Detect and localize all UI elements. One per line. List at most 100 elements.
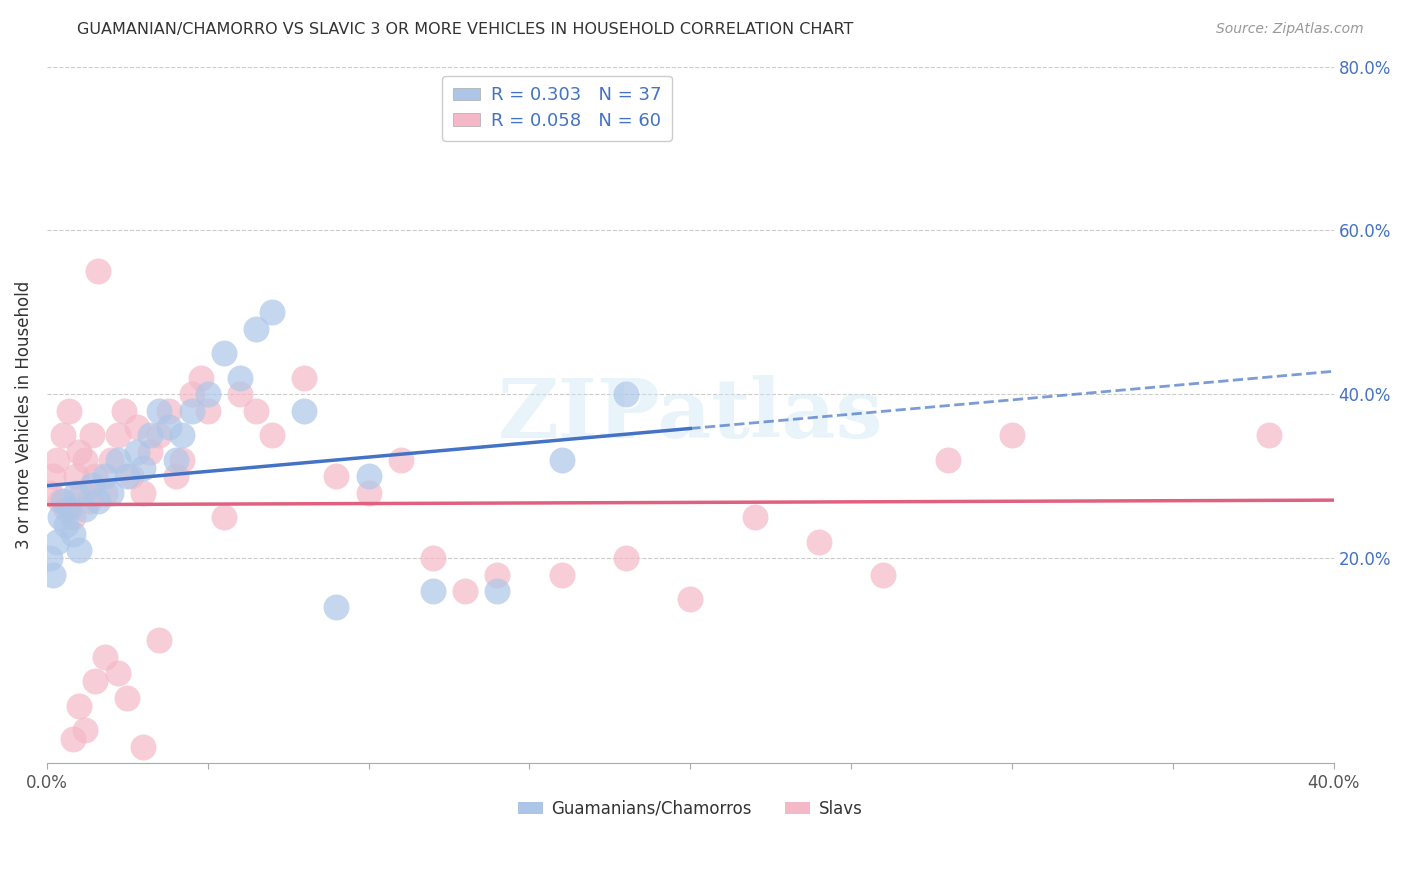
Point — [77, 494, 100, 508]
Point — [75, 453, 97, 467]
Point — [67, 543, 90, 558]
Point — [87, 494, 110, 508]
Point — [112, 404, 135, 418]
Point — [165, 453, 187, 467]
Point — [148, 633, 170, 648]
Point — [180, 387, 202, 401]
Point — [157, 420, 180, 434]
Point — [55, 502, 77, 516]
Point — [197, 404, 219, 418]
Point — [165, 469, 187, 483]
Point — [120, 469, 142, 483]
Point — [170, 428, 193, 442]
Point — [422, 551, 444, 566]
Point — [190, 371, 212, 385]
Point — [132, 461, 155, 475]
Point — [807, 534, 830, 549]
Point — [117, 469, 139, 483]
Point — [262, 428, 284, 442]
Point — [292, 404, 315, 418]
Point — [49, 494, 72, 508]
Point — [75, 723, 97, 738]
Point — [229, 387, 252, 401]
Point — [107, 428, 129, 442]
Point — [80, 477, 103, 491]
Point — [389, 453, 412, 467]
Point — [486, 584, 509, 599]
Point — [422, 584, 444, 599]
Point — [125, 444, 148, 458]
Point — [454, 584, 477, 599]
Point — [550, 453, 572, 467]
Point — [94, 485, 117, 500]
Point — [325, 469, 347, 483]
Point — [148, 404, 170, 418]
Text: GUAMANIAN/CHAMORRO VS SLAVIC 3 OR MORE VEHICLES IN HOUSEHOLD CORRELATION CHART: GUAMANIAN/CHAMORRO VS SLAVIC 3 OR MORE V… — [77, 22, 853, 37]
Point — [132, 739, 155, 754]
Point — [39, 551, 62, 566]
Point — [62, 510, 84, 524]
Point — [80, 428, 103, 442]
Point — [84, 469, 107, 483]
Point — [100, 453, 122, 467]
Point — [229, 371, 252, 385]
Point — [39, 485, 62, 500]
Point — [100, 485, 122, 500]
Point — [58, 404, 80, 418]
Point — [55, 518, 77, 533]
Point — [679, 592, 702, 607]
Point — [170, 453, 193, 467]
Text: Source: ZipAtlas.com: Source: ZipAtlas.com — [1216, 22, 1364, 37]
Point — [52, 494, 75, 508]
Point — [1001, 428, 1024, 442]
Legend: Guamanians/Chamorros, Slavs: Guamanians/Chamorros, Slavs — [512, 793, 869, 824]
Point — [65, 485, 87, 500]
Point — [357, 485, 380, 500]
Point — [125, 420, 148, 434]
Point — [67, 698, 90, 713]
Point — [58, 502, 80, 516]
Point — [212, 510, 235, 524]
Point — [148, 428, 170, 442]
Point — [292, 371, 315, 385]
Point — [65, 469, 87, 483]
Point — [87, 264, 110, 278]
Point — [744, 510, 766, 524]
Point — [1258, 428, 1281, 442]
Point — [614, 551, 637, 566]
Point — [157, 404, 180, 418]
Point — [180, 404, 202, 418]
Point — [486, 567, 509, 582]
Point — [936, 453, 959, 467]
Point — [49, 510, 72, 524]
Point — [94, 469, 117, 483]
Point — [45, 453, 67, 467]
Point — [139, 428, 162, 442]
Point — [245, 404, 267, 418]
Point — [62, 526, 84, 541]
Point — [52, 428, 75, 442]
Point — [872, 567, 894, 582]
Point — [550, 567, 572, 582]
Point — [212, 346, 235, 360]
Point — [325, 600, 347, 615]
Point — [357, 469, 380, 483]
Point — [107, 453, 129, 467]
Point — [107, 665, 129, 680]
Point — [197, 387, 219, 401]
Point — [62, 731, 84, 746]
Point — [42, 469, 65, 483]
Point — [614, 387, 637, 401]
Point — [84, 674, 107, 689]
Point — [45, 534, 67, 549]
Point — [42, 567, 65, 582]
Point — [75, 502, 97, 516]
Point — [67, 444, 90, 458]
Point — [262, 305, 284, 319]
Point — [94, 649, 117, 664]
Point — [245, 322, 267, 336]
Point — [117, 690, 139, 705]
Point — [132, 485, 155, 500]
Y-axis label: 3 or more Vehicles in Household: 3 or more Vehicles in Household — [15, 281, 32, 549]
Point — [139, 444, 162, 458]
